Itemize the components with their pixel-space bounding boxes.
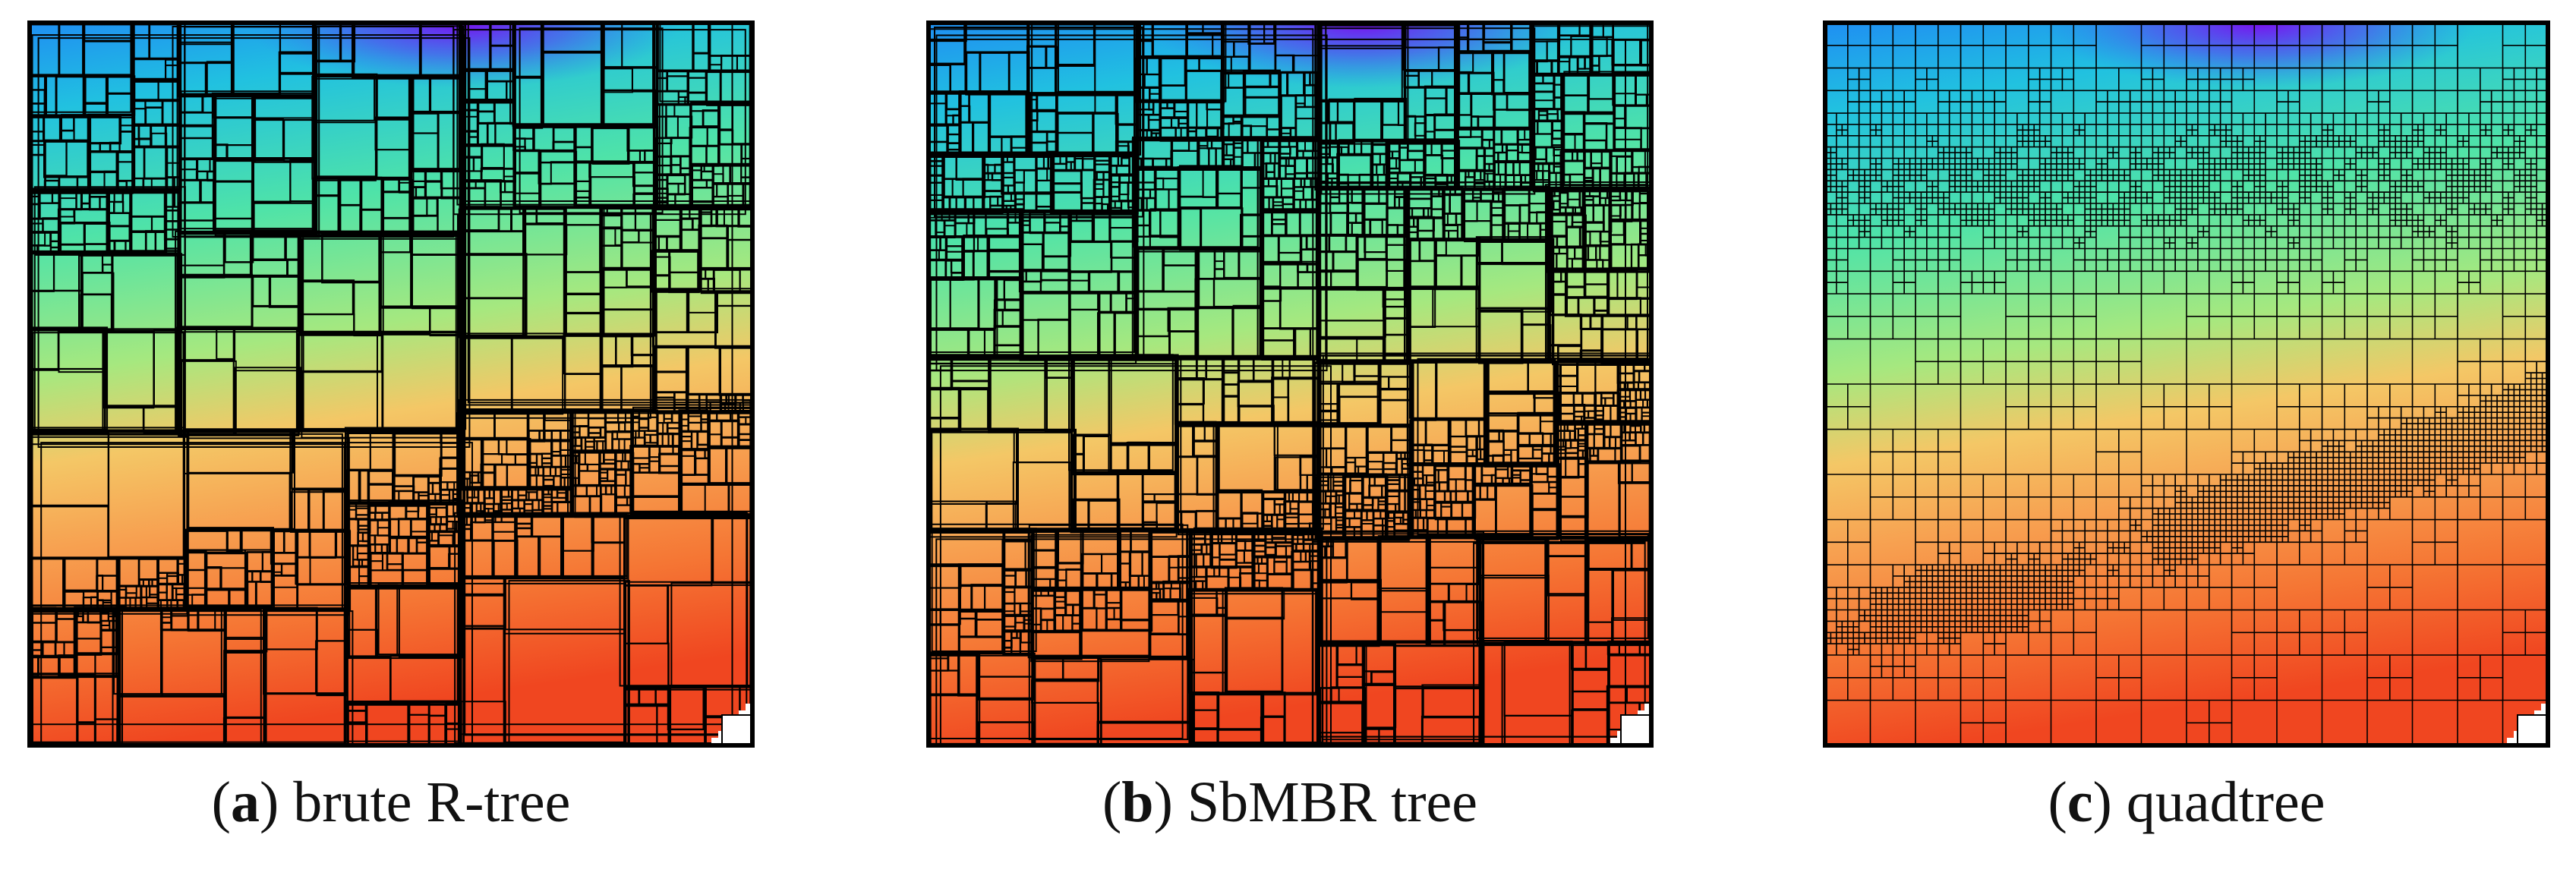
cell-outlines (1825, 23, 2548, 745)
caption: (c) quadtree (2048, 770, 2325, 834)
caption-label: b (1121, 770, 1153, 834)
caption: (a) brute R-tree (212, 770, 571, 834)
caption-part: ( (212, 770, 231, 834)
caption-part: ) brute R-tree (260, 770, 570, 834)
corner-box (721, 714, 752, 745)
panels (27, 20, 2550, 748)
corner-box (1620, 714, 1651, 745)
cells (929, 23, 1651, 745)
caption: (b) SbMBR tree (1102, 770, 1477, 834)
caption-part: ( (2048, 770, 2067, 834)
cell-outlines (929, 23, 1651, 745)
corner-box (2517, 714, 2548, 745)
panel (926, 20, 1654, 748)
panel (27, 20, 755, 748)
panel-border (27, 20, 755, 748)
panel-image (30, 23, 752, 745)
panel-image (929, 23, 1651, 745)
panel-image (1825, 23, 2548, 745)
panel (1823, 20, 2550, 748)
caption-part: ) quadtree (2093, 770, 2325, 834)
cells (1825, 23, 2548, 745)
caption-part: ( (1102, 770, 1121, 834)
panel-border (1823, 20, 2550, 748)
caption-label: a (231, 770, 260, 834)
caption-part: ) SbMBR tree (1154, 770, 1477, 834)
panel-border (926, 20, 1654, 748)
caption-label: c (2067, 770, 2093, 834)
